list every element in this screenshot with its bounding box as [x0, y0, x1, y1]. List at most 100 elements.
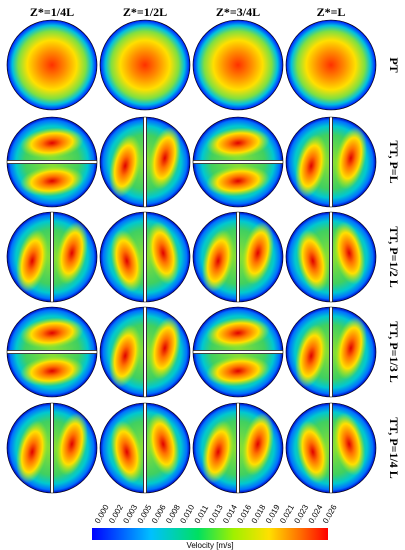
outline: [192, 402, 284, 494]
lobe: [241, 412, 274, 476]
row-label: TT, P=1/4 L: [387, 417, 401, 479]
lobe: [333, 412, 366, 476]
outline: [192, 116, 284, 208]
lobes: [110, 412, 180, 484]
contour-plot: [99, 402, 191, 494]
contour-plot: [285, 211, 377, 303]
lobes: [202, 221, 274, 293]
lobe: [55, 221, 88, 285]
lobe: [16, 420, 49, 484]
lobe: [206, 165, 270, 197]
lobes: [20, 317, 84, 387]
lobe: [148, 126, 181, 190]
lobe: [147, 412, 180, 476]
row-label: TT, P=L: [387, 140, 401, 183]
lobes: [109, 316, 181, 388]
row-label: TT, P=1/3 L: [387, 321, 401, 383]
outline: [99, 116, 191, 208]
lobes: [202, 412, 274, 484]
lobe: [206, 317, 270, 349]
outline: [6, 402, 98, 494]
lobe: [20, 355, 84, 387]
contour-plot: [285, 402, 377, 494]
row-label: PT: [387, 57, 401, 72]
lobe: [16, 229, 49, 293]
lobes: [20, 127, 84, 197]
colorbar-tick-label: 0.026: [321, 503, 339, 525]
contour-plot: [192, 211, 284, 303]
contour-plot: [285, 116, 377, 208]
contour-plot: [285, 19, 377, 111]
contour-field: [192, 19, 284, 111]
lobes: [16, 412, 88, 484]
outline: [6, 116, 98, 208]
lobe: [206, 127, 270, 159]
contour-plot: [6, 306, 98, 398]
contour-plot: [99, 306, 191, 398]
row-label: TT, P=1/2 L: [387, 226, 401, 288]
contour-plot: [99, 19, 191, 111]
lobes: [16, 221, 88, 293]
lobe: [202, 229, 235, 293]
contour-plot: [6, 402, 98, 494]
outline: [6, 306, 98, 398]
contour-field: [99, 19, 191, 111]
lobe: [110, 229, 143, 293]
lobe: [296, 420, 329, 484]
lobes: [206, 127, 270, 197]
outline: [285, 306, 377, 398]
lobes: [109, 126, 181, 198]
column-header: Z*=3/4L: [216, 5, 260, 19]
lobes: [295, 316, 367, 388]
lobe: [109, 324, 142, 388]
outline: [192, 306, 284, 398]
contour-plot: [192, 19, 284, 111]
lobes: [295, 126, 367, 198]
lobe: [20, 127, 84, 159]
contour-plot: [6, 116, 98, 208]
lobe: [109, 134, 142, 198]
lobes: [110, 221, 180, 293]
colorbar-title: Velocity [m/s]: [186, 541, 233, 550]
lobe: [55, 412, 88, 476]
column-header: Z*=L: [317, 5, 346, 19]
contour-field: [285, 19, 377, 111]
lobe: [202, 420, 235, 484]
lobe: [148, 316, 181, 380]
outline: [192, 211, 284, 303]
contour-plot: [99, 211, 191, 303]
lobe: [333, 221, 366, 285]
contour-plot: [192, 402, 284, 494]
outline: [99, 211, 191, 303]
lobe: [334, 316, 367, 380]
lobe: [334, 126, 367, 190]
lobe: [206, 355, 270, 387]
contour-plot: [192, 116, 284, 208]
column-header: Z*=1/4L: [30, 5, 74, 19]
outline: [285, 116, 377, 208]
outline: [285, 402, 377, 494]
lobes: [296, 221, 366, 293]
contour-plot: [99, 116, 191, 208]
lobes: [206, 317, 270, 387]
contour-plot: [6, 19, 98, 111]
column-header: Z*=1/2L: [123, 5, 167, 19]
outline: [99, 402, 191, 494]
lobe: [20, 317, 84, 349]
outline: [99, 306, 191, 398]
lobe: [295, 324, 328, 388]
contour-plot: [192, 306, 284, 398]
lobe: [147, 221, 180, 285]
contour-plot: [285, 306, 377, 398]
lobe: [296, 229, 329, 293]
lobe: [241, 221, 274, 285]
lobe: [20, 165, 84, 197]
lobe: [295, 134, 328, 198]
contour-plot: [6, 211, 98, 303]
contour-field: [6, 19, 98, 111]
colorbar: [92, 528, 328, 540]
outline: [285, 211, 377, 303]
lobes: [296, 412, 366, 484]
lobe: [110, 420, 143, 484]
